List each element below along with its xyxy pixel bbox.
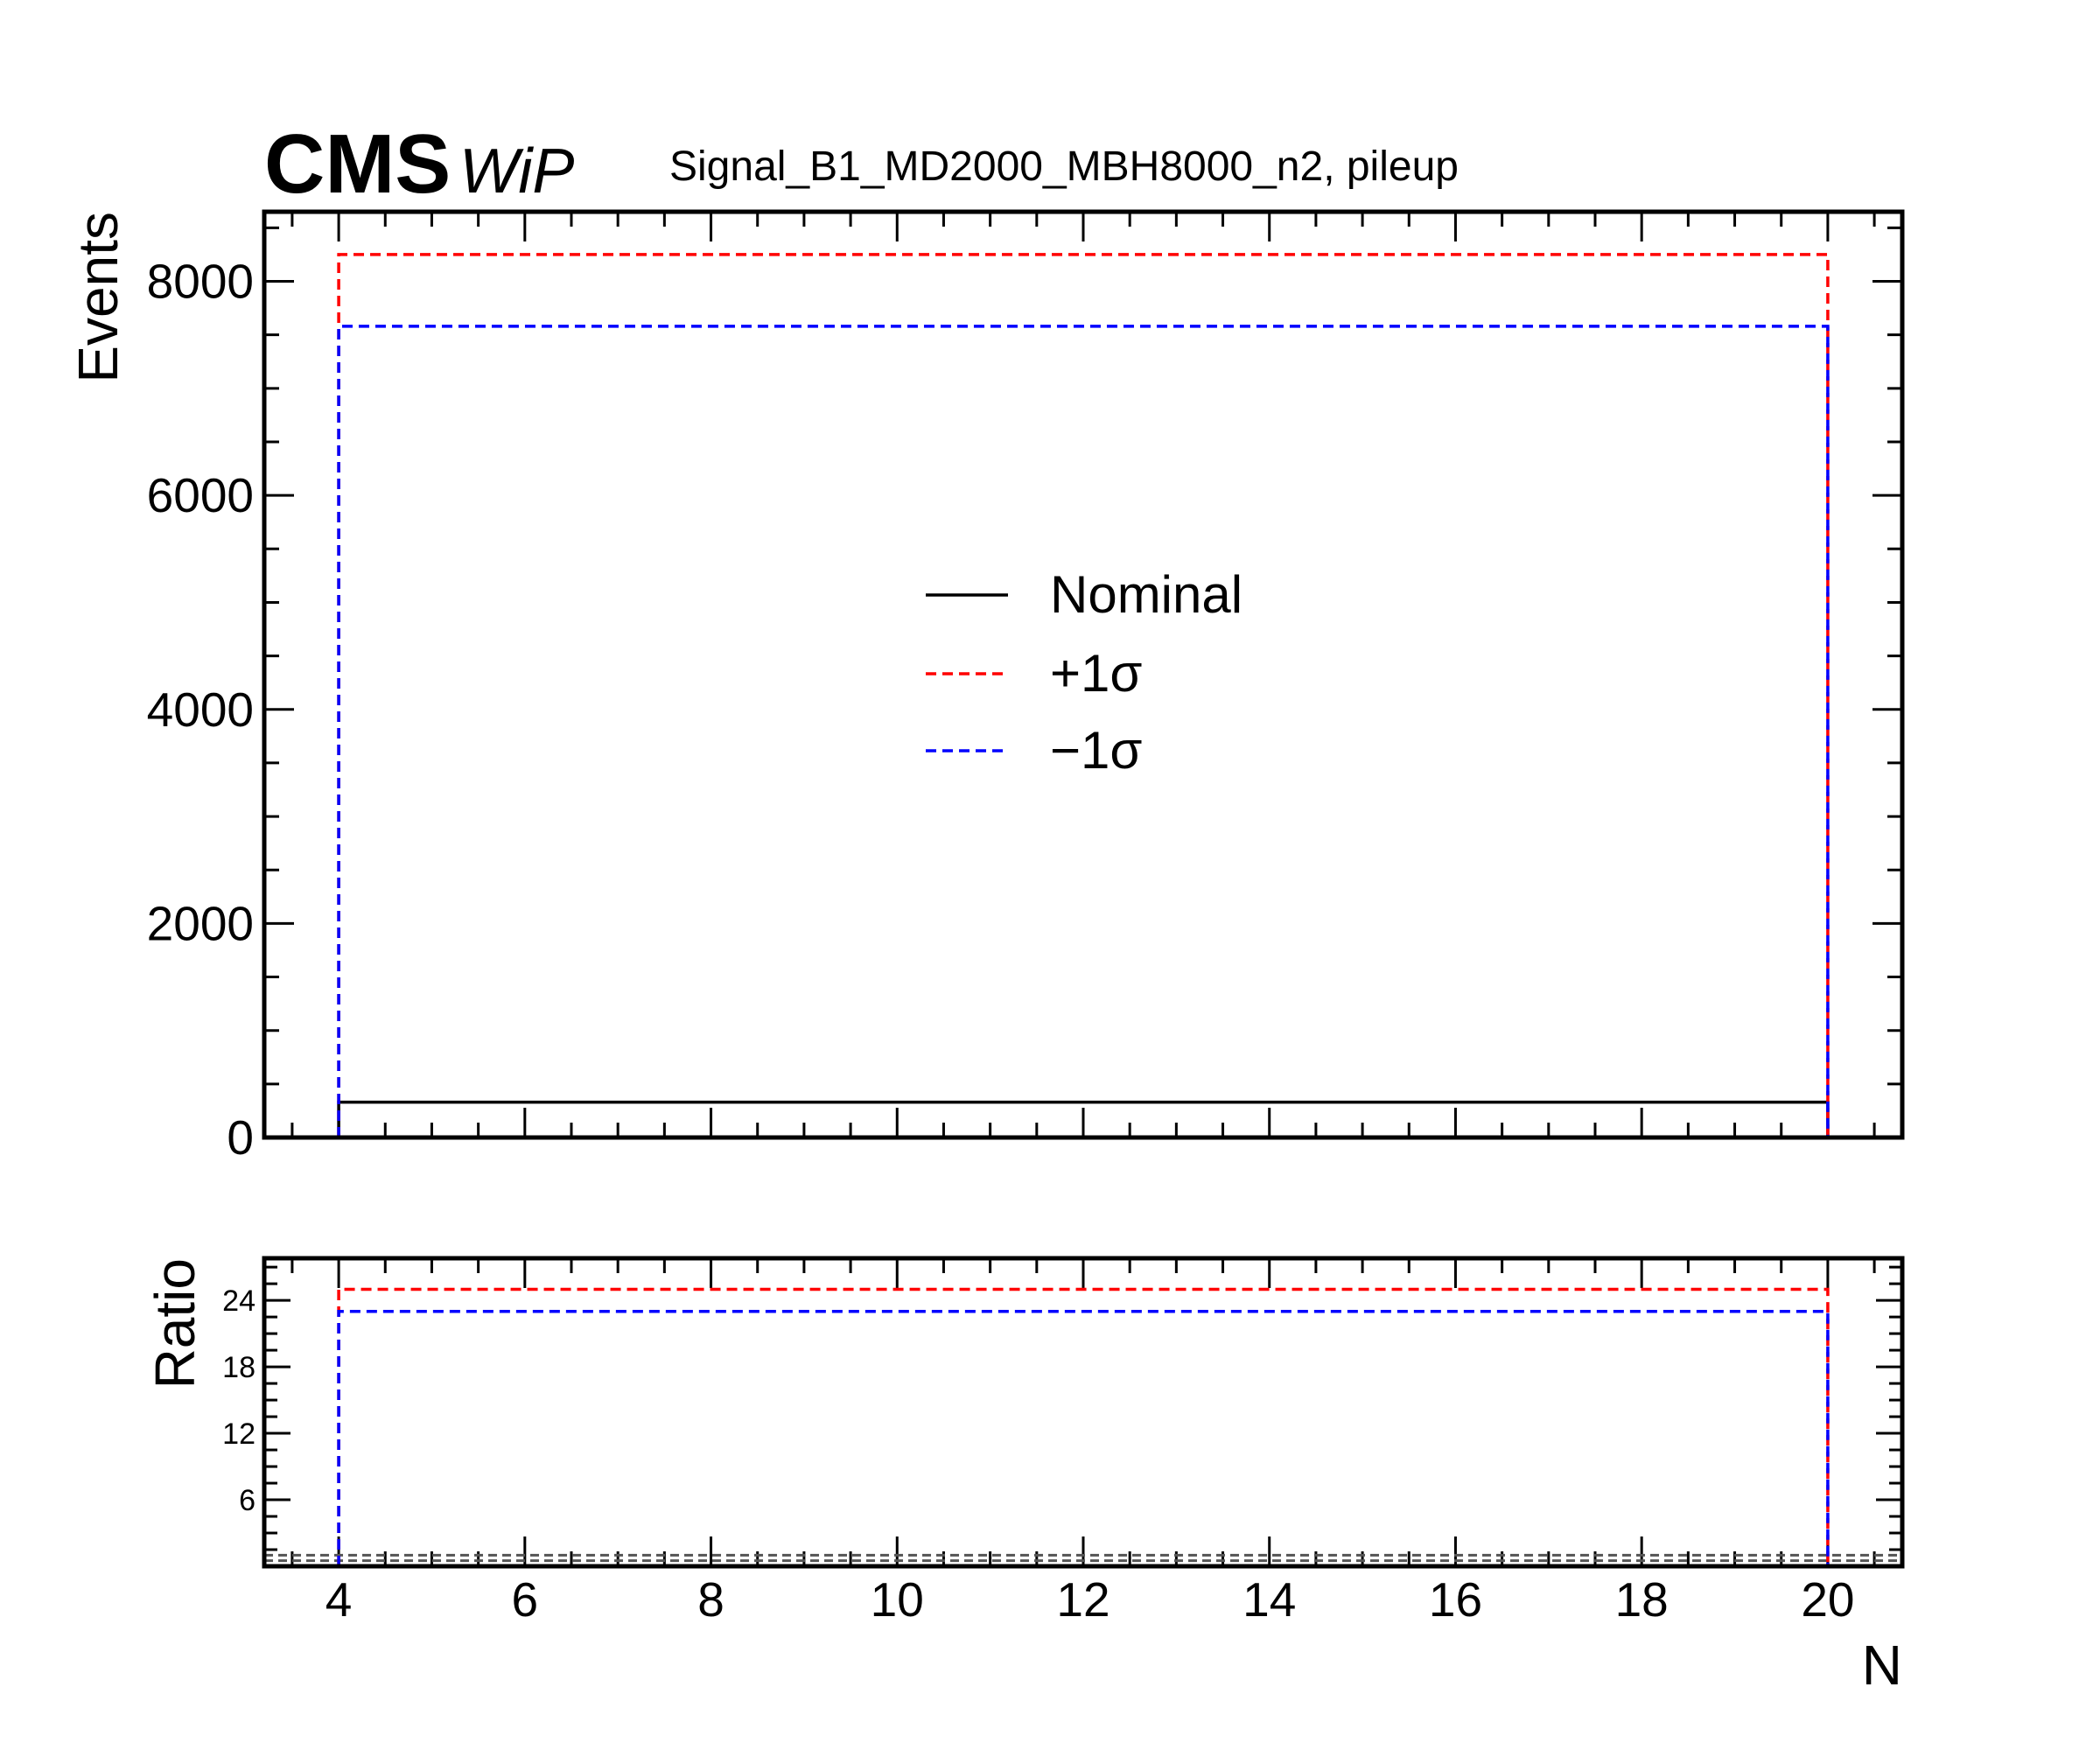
ratio-series-line [337,1287,1830,1566]
ratio-y-axis-label: Ratio [144,1258,206,1389]
y-tick-label: 12 [222,1418,256,1451]
y-tick-label: 0 [227,1110,254,1165]
x-tick-label: 14 [1242,1572,1296,1627]
x-axis-label: N [1862,1634,1902,1697]
ratio-panel: 6 12 18 24 4 6 8 10 12 14 16 18 20 Ratio N [144,1256,1905,1697]
legend: Nominal +1σ −1σ [926,565,1242,780]
cms-logo: CMS [264,117,451,211]
ratio-ytick-labels: 6 12 18 24 [222,1284,256,1517]
ratio-reference-lines [264,1553,1902,1563]
x-tick-label: 20 [1801,1572,1854,1627]
main-series [337,253,1830,1138]
y-tick-label: 18 [222,1351,256,1384]
y-tick-label: 24 [222,1284,256,1318]
x-tick-label: 6 [512,1572,539,1627]
main-y-axis-label: Events [66,212,130,383]
y-tick-label: 4000 [147,682,254,737]
status-label: WiP [459,136,574,206]
x-tick-label: 10 [871,1572,924,1627]
x-tick-label: 12 [1056,1572,1110,1627]
series-line [337,325,1830,1138]
main-ytick-labels: 0 2000 4000 6000 8000 [147,255,254,1165]
ratio-ticks [264,1258,1902,1568]
main-ticks [264,212,1902,1139]
y-tick-label: 8000 [147,255,254,309]
plot-title: Signal_B1_MD2000_MBH8000_n2, pileup [669,144,1459,190]
legend-label: Nominal [1050,565,1242,624]
y-tick-label: 6 [239,1484,256,1517]
ratio-series-line [337,1310,1830,1566]
main-plot-frame [262,209,1905,1140]
legend-label: −1σ [1050,721,1142,780]
x-tick-labels: 4 6 8 10 12 14 16 18 20 [326,1572,1855,1627]
x-tick-label: 16 [1429,1572,1482,1627]
y-tick-label: 2000 [147,896,254,950]
x-tick-label: 8 [697,1572,724,1627]
main-panel: 0 2000 4000 6000 8000 Events Nominal +1σ −1σ [66,209,1905,1165]
legend-label: +1σ [1050,644,1142,703]
ratio-plot-frame [262,1256,1905,1569]
x-tick-label: 4 [326,1572,353,1627]
y-tick-label: 6000 [147,468,254,522]
ratio-series [337,1287,1830,1566]
x-tick-label: 18 [1615,1572,1669,1627]
